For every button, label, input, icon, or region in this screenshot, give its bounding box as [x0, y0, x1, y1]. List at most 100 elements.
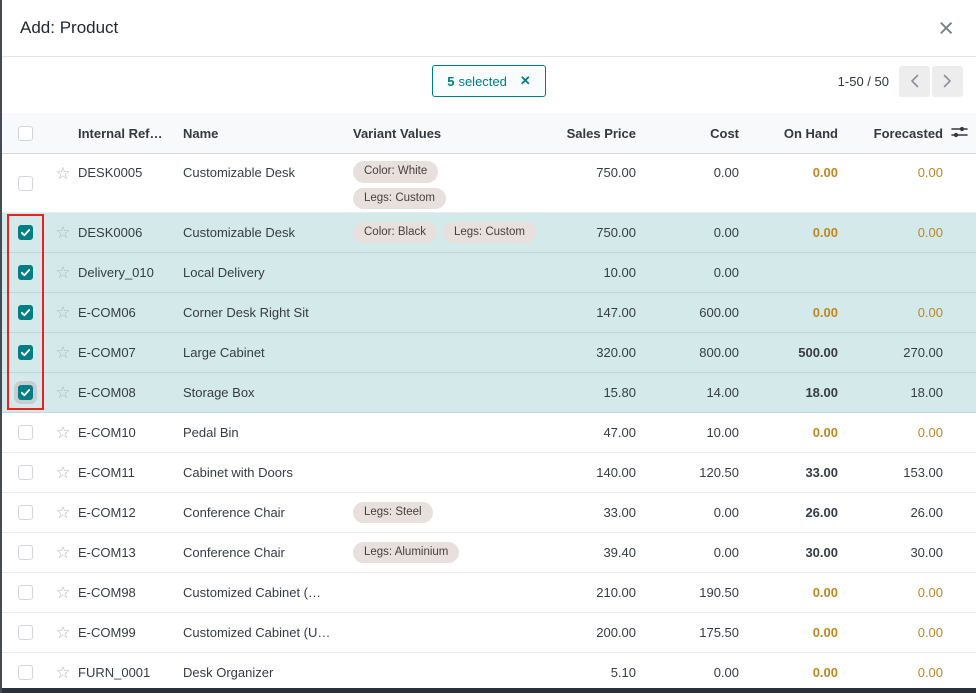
- cell-cost: 120.50: [699, 465, 739, 480]
- table-row[interactable]: ☆ DESK0006 Customizable Desk Color: Black Le…: [2, 213, 976, 253]
- cell-forecasted: 0.00: [917, 305, 943, 320]
- select-all-cell: [2, 125, 48, 141]
- row-checkbox[interactable]: [18, 345, 33, 360]
- cell-forecasted: 0.00: [917, 225, 943, 240]
- row-checkbox[interactable]: [18, 385, 33, 400]
- pager: 1-50 / 50: [838, 57, 963, 105]
- cell-name: Large Cabinet: [183, 345, 265, 360]
- cell-forecasted: 18.00: [910, 385, 943, 400]
- favorite-star-icon[interactable]: ☆: [55, 463, 71, 482]
- cell-internal-ref: E-COM08: [78, 385, 136, 400]
- row-checkbox[interactable]: [18, 225, 33, 240]
- favorite-star-icon[interactable]: ☆: [55, 263, 71, 282]
- cell-on-hand: 500.00: [798, 345, 838, 360]
- cell-internal-ref: DESK0006: [78, 225, 143, 240]
- column-internal-ref[interactable]: Internal Ref…: [78, 125, 163, 141]
- row-checkbox-cell: [2, 225, 48, 240]
- favorite-star-icon[interactable]: ☆: [55, 503, 71, 522]
- cell-name: Customized Cabinet (…: [183, 585, 321, 600]
- row-checkbox[interactable]: [18, 305, 33, 320]
- row-checkbox-cell: [2, 465, 48, 480]
- favorite-star-icon[interactable]: ☆: [55, 223, 71, 242]
- row-checkbox[interactable]: [18, 665, 33, 680]
- table-row[interactable]: ☆ DESK0005 Customizable Desk Color: White Le…: [2, 154, 976, 213]
- table-row[interactable]: ☆ FURN_0001 Desk Organizer 5.10 0.00 0.00 0.00: [2, 653, 976, 693]
- selection-badge: 5 selected ✕: [432, 65, 546, 97]
- cell-forecasted: 26.00: [910, 505, 943, 520]
- pager-next-button[interactable]: [932, 65, 963, 97]
- row-checkbox-cell: [2, 425, 48, 440]
- favorite-star-icon[interactable]: ☆: [55, 343, 71, 362]
- cell-forecasted: 0.00: [917, 165, 943, 180]
- column-variant-values[interactable]: Variant Values: [353, 125, 442, 141]
- cell-forecasted: 0.00: [917, 665, 943, 680]
- cell-cost: 0.00: [713, 545, 739, 560]
- table-row[interactable]: ☆ E-COM10 Pedal Bin 47.00 10.00 0.00 0.00: [2, 413, 976, 453]
- favorite-star-icon[interactable]: ☆: [55, 583, 71, 602]
- favorite-star-icon[interactable]: ☆: [55, 663, 71, 682]
- table-row[interactable]: ☆ E-COM08 Storage Box 15.80 14.00 18.00 18.00: [2, 373, 976, 413]
- column-name[interactable]: Name: [183, 125, 219, 141]
- select-all-checkbox[interactable]: [18, 125, 33, 141]
- cell-internal-ref: FURN_0001: [78, 665, 151, 680]
- row-checkbox-cell: [2, 265, 48, 280]
- favorite-star-icon[interactable]: ☆: [55, 543, 71, 562]
- favorite-star-icon[interactable]: ☆: [55, 423, 71, 442]
- table-body: ☆ DESK0005 Customizable Desk Color: White Le…: [2, 154, 976, 693]
- favorite-star-icon[interactable]: ☆: [55, 164, 71, 183]
- dialog-header: Add: Product ×: [2, 0, 976, 57]
- cell-sales-price: 147.00: [596, 305, 636, 320]
- cell-forecasted: 0.00: [917, 425, 943, 440]
- row-star-cell: ☆: [48, 384, 78, 401]
- row-checkbox-cell: [2, 345, 48, 360]
- cell-sales-price: 47.00: [603, 425, 636, 440]
- cell-name: Conference Chair: [183, 545, 285, 560]
- table-header: Internal Ref… Name Variant Values Sales …: [2, 113, 976, 154]
- row-checkbox[interactable]: [18, 625, 33, 640]
- column-on-hand[interactable]: On Hand: [783, 125, 838, 141]
- favorite-star-icon[interactable]: ☆: [55, 623, 71, 642]
- column-forecasted[interactable]: Forecasted: [873, 125, 943, 141]
- selection-text: 5 selected: [447, 74, 507, 89]
- favorite-star-icon[interactable]: ☆: [55, 383, 71, 402]
- row-checkbox[interactable]: [18, 175, 33, 191]
- variant-tag: Color: White: [353, 161, 439, 183]
- cell-cost: 14.00: [706, 385, 739, 400]
- cell-variant-values: Color: Black Legs: Custom: [353, 221, 536, 244]
- column-sales-price[interactable]: Sales Price: [566, 125, 636, 141]
- row-checkbox-cell: [2, 385, 48, 400]
- cell-cost: 190.50: [699, 585, 739, 600]
- pager-previous-button[interactable]: [899, 65, 930, 97]
- clear-selection-icon[interactable]: ✕: [519, 73, 531, 88]
- table-row[interactable]: ☆ E-COM99 Customized Cabinet (U… 200.00 175.…: [2, 613, 976, 653]
- footer-edge-bar: [2, 688, 976, 693]
- table-row[interactable]: ☆ E-COM11 Cabinet with Doors 140.00 120.50 33…: [2, 453, 976, 493]
- cell-internal-ref: E-COM12: [78, 505, 136, 520]
- row-checkbox[interactable]: [18, 265, 33, 280]
- row-checkbox[interactable]: [18, 585, 33, 600]
- favorite-star-icon[interactable]: ☆: [55, 303, 71, 322]
- row-checkbox[interactable]: [18, 545, 33, 560]
- row-checkbox[interactable]: [18, 425, 33, 440]
- adjust-columns-icon[interactable]: [951, 125, 968, 142]
- cell-sales-price: 750.00: [596, 165, 636, 180]
- table-row[interactable]: ☆ E-COM98 Customized Cabinet (… 210.00 190.5…: [2, 573, 976, 613]
- table-row[interactable]: ☆ Delivery_010 Local Delivery 10.00 0.00: [2, 253, 976, 293]
- row-checkbox[interactable]: [18, 505, 33, 520]
- table-row[interactable]: ☆ E-COM13 Conference Chair Legs: Aluminium 3…: [2, 533, 976, 573]
- column-cost[interactable]: Cost: [710, 125, 739, 141]
- cell-sales-price: 10.00: [603, 265, 636, 280]
- table-row[interactable]: ☆ E-COM06 Corner Desk Right Sit 147.00 600.0…: [2, 293, 976, 333]
- row-checkbox[interactable]: [18, 465, 33, 480]
- row-star-cell: ☆: [48, 504, 78, 521]
- table-row[interactable]: ☆ E-COM12 Conference Chair Legs: Steel 33.00…: [2, 493, 976, 533]
- cell-name: Pedal Bin: [183, 425, 239, 440]
- table-row[interactable]: ☆ E-COM07 Large Cabinet 320.00 800.00 500.00 2…: [2, 333, 976, 373]
- cell-forecasted: 270.00: [903, 345, 943, 360]
- close-icon[interactable]: ×: [938, 12, 954, 43]
- row-star-cell: ☆: [48, 424, 78, 441]
- cell-internal-ref: Delivery_010: [78, 265, 154, 280]
- cell-cost: 10.00: [706, 425, 739, 440]
- cell-internal-ref: E-COM11: [78, 465, 135, 480]
